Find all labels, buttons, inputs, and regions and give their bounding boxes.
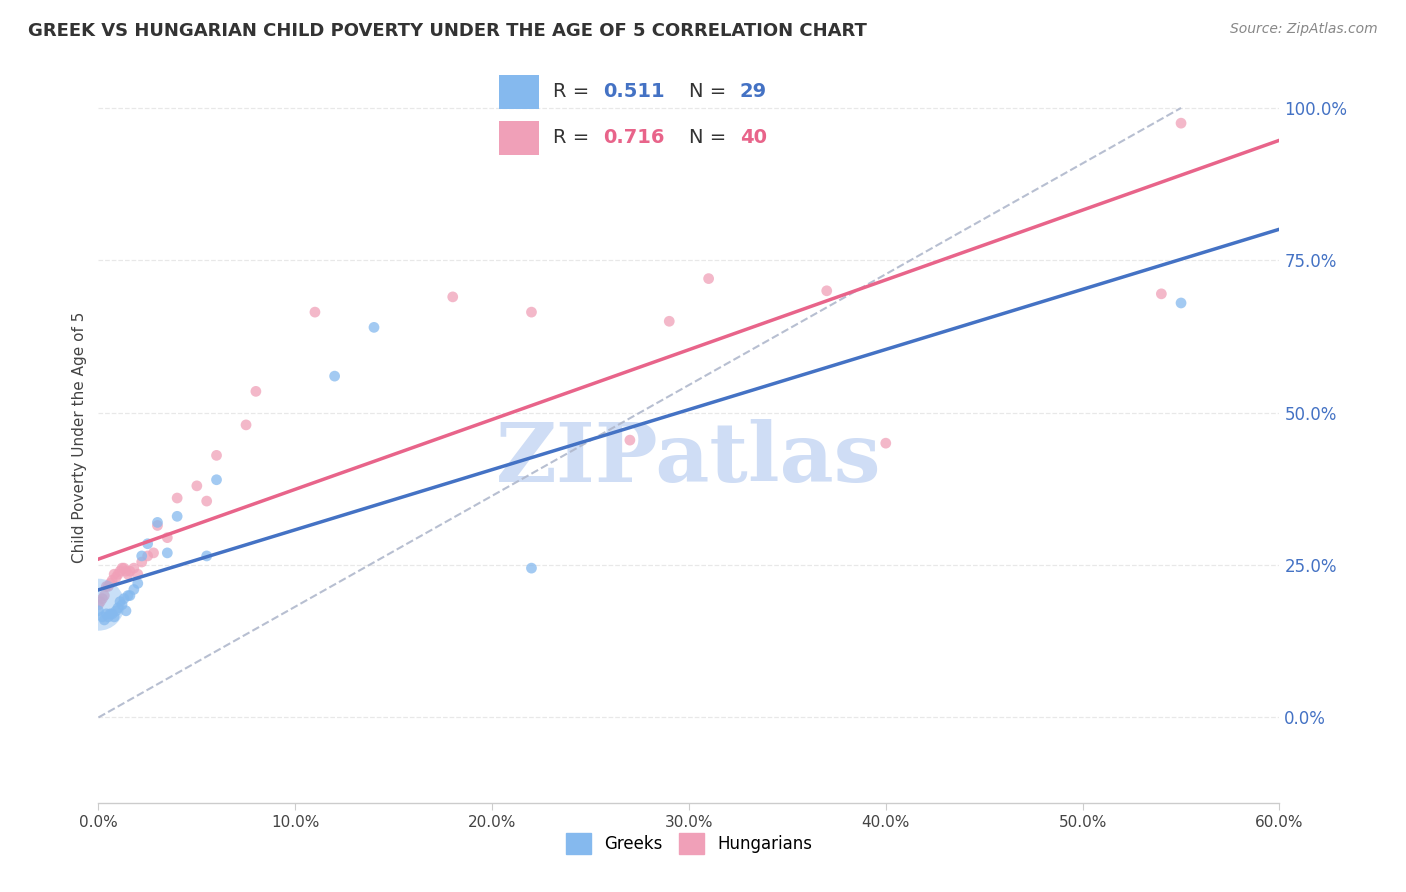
Point <box>105 570 128 584</box>
Point <box>115 604 138 618</box>
Point <box>875 436 897 450</box>
Point <box>156 546 179 560</box>
Point <box>111 598 134 612</box>
Point <box>118 589 141 603</box>
Point <box>108 594 131 608</box>
Point <box>103 567 125 582</box>
Point <box>142 546 165 560</box>
Point <box>441 290 464 304</box>
Point <box>166 491 188 505</box>
Point <box>323 369 346 384</box>
Point <box>235 417 257 432</box>
Text: N =: N = <box>689 128 733 147</box>
Point <box>136 537 159 551</box>
Point <box>112 561 135 575</box>
Y-axis label: Child Poverty Under the Age of 5: Child Poverty Under the Age of 5 <box>72 311 87 563</box>
Point <box>91 610 114 624</box>
Point <box>1150 286 1173 301</box>
Text: GREEK VS HUNGARIAN CHILD POVERTY UNDER THE AGE OF 5 CORRELATION CHART: GREEK VS HUNGARIAN CHILD POVERTY UNDER T… <box>28 22 868 40</box>
Point <box>304 305 326 319</box>
Point <box>108 564 131 578</box>
Text: R =: R = <box>553 128 596 147</box>
Text: ZIPatlas: ZIPatlas <box>496 419 882 499</box>
Point <box>195 549 218 563</box>
Point <box>1170 296 1192 310</box>
Bar <box>499 75 538 109</box>
Point <box>205 473 228 487</box>
Point <box>98 607 121 621</box>
Point <box>93 613 115 627</box>
Legend: Greeks, Hungarians: Greeks, Hungarians <box>560 827 818 860</box>
Point <box>111 561 134 575</box>
Point <box>91 591 114 606</box>
Point <box>98 576 121 591</box>
Bar <box>499 121 538 155</box>
Point <box>520 561 543 575</box>
Point <box>101 607 124 621</box>
Point <box>166 509 188 524</box>
Text: 0.716: 0.716 <box>603 128 665 147</box>
Point <box>815 284 838 298</box>
Point <box>87 598 110 612</box>
Point <box>97 610 120 624</box>
Point <box>131 555 153 569</box>
Point <box>136 549 159 563</box>
Point <box>96 607 118 621</box>
Text: 29: 29 <box>740 82 766 101</box>
Point <box>146 518 169 533</box>
Point <box>105 604 128 618</box>
Point <box>127 576 149 591</box>
Point <box>195 494 218 508</box>
Point <box>658 314 681 328</box>
Point <box>107 600 129 615</box>
Point <box>101 574 124 588</box>
Point <box>520 305 543 319</box>
Point <box>131 549 153 563</box>
Point <box>186 479 208 493</box>
Point <box>146 516 169 530</box>
Text: 0.511: 0.511 <box>603 82 665 101</box>
Text: 40: 40 <box>740 128 766 147</box>
Point <box>127 567 149 582</box>
Point <box>89 594 111 608</box>
Text: Source: ZipAtlas.com: Source: ZipAtlas.com <box>1230 22 1378 37</box>
Point <box>93 589 115 603</box>
Point <box>87 598 110 612</box>
Point <box>1170 116 1192 130</box>
Text: R =: R = <box>553 82 596 101</box>
Point <box>107 567 129 582</box>
Text: N =: N = <box>689 82 733 101</box>
Point <box>122 582 145 597</box>
Point <box>103 610 125 624</box>
Point <box>117 567 139 582</box>
Point <box>87 604 110 618</box>
Point <box>115 564 138 578</box>
Point <box>245 384 267 399</box>
Point <box>697 271 720 285</box>
Point <box>363 320 385 334</box>
Point <box>117 589 139 603</box>
Point <box>112 591 135 606</box>
Point <box>97 579 120 593</box>
Point <box>156 531 179 545</box>
Point <box>118 564 141 578</box>
Point <box>122 561 145 575</box>
Point <box>205 449 228 463</box>
Point <box>619 433 641 447</box>
Point <box>96 579 118 593</box>
